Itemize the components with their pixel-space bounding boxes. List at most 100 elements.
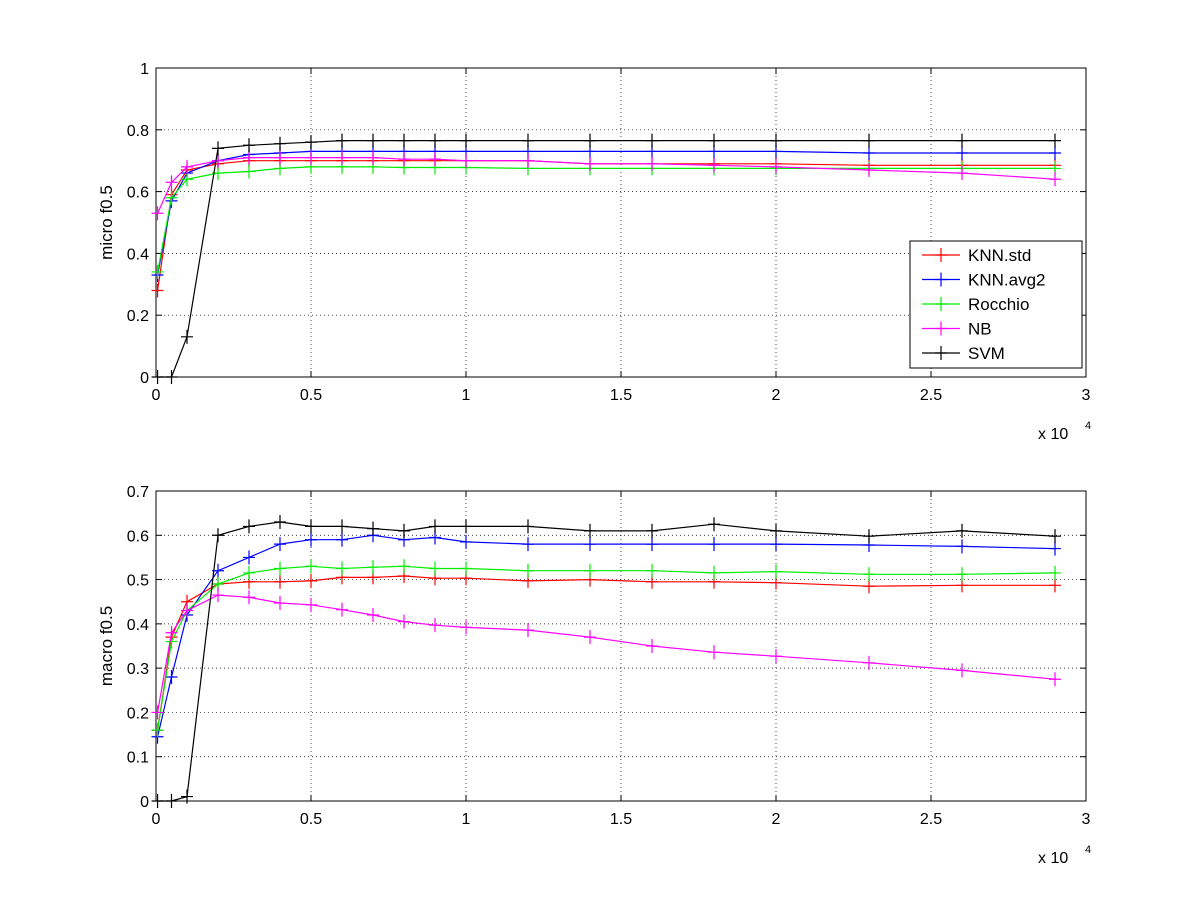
- x-tick-label: 2: [772, 387, 781, 404]
- data-point: [151, 206, 164, 221]
- data-point: [429, 133, 441, 148]
- data-point: [1049, 578, 1061, 593]
- series-line: [157, 534, 1056, 737]
- y-tick-label: 0.2: [127, 308, 149, 325]
- x-tick-label: 0: [152, 811, 161, 828]
- data-point: [429, 519, 441, 534]
- data-point: [305, 150, 317, 165]
- data-point: [151, 264, 164, 279]
- legend-marker: [935, 321, 947, 336]
- data-point: [181, 603, 193, 618]
- data-point: [305, 135, 317, 150]
- data-point: [181, 329, 193, 344]
- legend-item: SVM: [922, 344, 1005, 363]
- x-multiplier-label: x 10: [1038, 850, 1068, 867]
- x-tick-label: 1: [462, 811, 471, 828]
- data-point: [770, 133, 782, 148]
- data-point: [522, 153, 534, 168]
- data-point: [305, 573, 317, 588]
- x-tick-label: 3: [1082, 811, 1091, 828]
- data-point: [460, 519, 472, 534]
- legend-item: KNN.std: [922, 246, 1031, 265]
- data-point: [243, 519, 255, 534]
- data-point: [243, 138, 255, 153]
- data-point: [460, 133, 472, 148]
- x-tick-label: 3: [1082, 387, 1091, 404]
- data-point: [770, 159, 782, 174]
- data-point: [770, 537, 782, 552]
- x-tick-label: 1.5: [610, 387, 632, 404]
- series-NB: [151, 150, 1061, 221]
- data-point: [165, 794, 178, 808]
- data-point: [181, 172, 193, 187]
- data-point: [460, 620, 472, 635]
- legend-marker: [935, 346, 947, 360]
- data-point: [770, 523, 782, 538]
- data-point: [212, 528, 224, 543]
- data-point: [1049, 145, 1061, 160]
- data-point: [367, 560, 379, 575]
- legend-marker: [935, 297, 947, 311]
- data-point: [956, 145, 968, 160]
- legend: KNN.std KNN.avg2 Rocchio NB SVM: [909, 240, 1083, 369]
- data-point: [956, 166, 968, 181]
- data-point: [956, 523, 968, 538]
- x-tick-label: 2.5: [920, 387, 942, 404]
- data-point: [274, 150, 286, 165]
- data-point: [956, 567, 968, 582]
- data-point: [708, 537, 720, 552]
- y-tick-label: 0.4: [127, 617, 149, 634]
- x-tick-label: 2.5: [920, 811, 942, 828]
- data-point: [305, 597, 317, 612]
- series-SVM: [151, 133, 1061, 384]
- y-tick-label: 1: [140, 61, 149, 78]
- data-point: [584, 133, 596, 148]
- data-point: [863, 655, 875, 670]
- data-point: [1049, 529, 1061, 544]
- data-point: [708, 158, 720, 173]
- data-point: [212, 141, 224, 156]
- data-point: [1049, 565, 1061, 580]
- data-point: [243, 565, 255, 580]
- data-point: [646, 639, 658, 653]
- data-point: [274, 561, 286, 576]
- data-point: [398, 559, 410, 574]
- data-point: [151, 370, 164, 384]
- data-point: [429, 561, 441, 576]
- y-tick-label: 0.6: [127, 528, 149, 545]
- x-multiplier-label: x 10: [1038, 426, 1068, 443]
- data-point: [181, 789, 193, 804]
- data-point: [708, 517, 720, 532]
- data-point: [460, 534, 472, 549]
- data-point: [274, 537, 286, 552]
- series-line: [157, 565, 1056, 731]
- data-point: [584, 630, 596, 645]
- data-point: [274, 515, 286, 529]
- x-tick-label: 1.5: [610, 811, 632, 828]
- data-point: [646, 523, 658, 538]
- legend-label: KNN.std: [968, 246, 1031, 265]
- data-point: [367, 608, 379, 622]
- data-point: [429, 618, 441, 633]
- data-point: [429, 152, 441, 167]
- data-point: [165, 175, 178, 190]
- series-line: [157, 521, 1056, 802]
- data-point: [522, 623, 534, 638]
- x-tick-label: 0: [152, 387, 161, 404]
- data-point: [863, 567, 875, 582]
- data-point: [274, 136, 286, 151]
- data-point: [1049, 172, 1061, 187]
- data-point: [646, 133, 658, 148]
- data-point: [367, 133, 379, 148]
- legend-label: SVM: [968, 344, 1005, 363]
- data-point: [956, 663, 968, 678]
- data-point: [708, 645, 720, 660]
- y-axis-label: micro f0.5: [97, 185, 116, 260]
- y-tick-label: 0.2: [127, 705, 149, 722]
- data-point: [305, 532, 317, 547]
- data-point: [243, 590, 255, 605]
- data-point: [522, 519, 534, 534]
- x-multiplier-exponent: 4: [1085, 420, 1091, 432]
